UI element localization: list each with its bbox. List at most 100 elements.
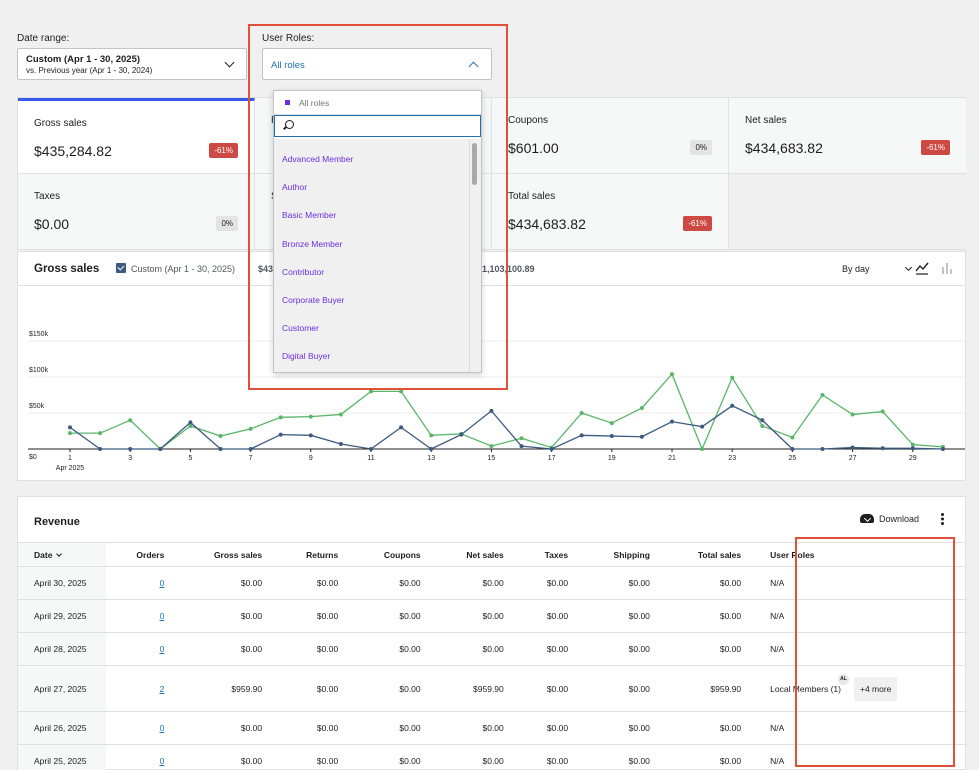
role-options-list[interactable]: Advanced Member Author Basic Member Bronze … xyxy=(274,139,481,372)
cell-date: April 30, 2025 xyxy=(18,566,106,600)
x-tick-label: 1 xyxy=(68,455,72,462)
x-tick-label: 7 xyxy=(249,455,253,462)
cell-returns: $0.00 xyxy=(274,665,351,712)
table-row: April 26, 2025 0 $0.00 $0.00 $0.00 $0.00 $0.00… xyxy=(18,711,965,745)
cell-net-sales: $0.00 xyxy=(432,566,516,600)
y-tick-label: $100k xyxy=(29,367,49,374)
role-search-input[interactable] xyxy=(299,119,475,133)
data-point xyxy=(338,412,343,417)
tile-label: Total sales xyxy=(508,191,556,202)
col-coupons[interactable]: Coupons xyxy=(350,542,433,567)
cell-coupons: $0.00 xyxy=(350,744,433,770)
gross-sales-chart-card: Gross sales Custom (Apr 1 - 30, 2025) $4… xyxy=(17,251,966,481)
y-tick-label: $50k xyxy=(29,403,45,410)
data-point xyxy=(730,403,735,408)
cell-returns: $0.00 xyxy=(274,711,351,745)
cell-gross-sales: $0.00 xyxy=(176,599,275,633)
user-roles-value: N/A xyxy=(770,723,785,733)
orders-link[interactable]: 0 xyxy=(159,578,165,588)
tile-label: Coupons xyxy=(508,115,549,126)
tile-value: $601.00 xyxy=(508,140,559,156)
orders-link[interactable]: 2 xyxy=(159,683,165,694)
tile-total-sales[interactable]: Total sales $434,683.82 -61% xyxy=(492,174,729,250)
data-point xyxy=(98,431,103,436)
user-roles-dropdown: All roles Advanced Member Author Basic Mem… xyxy=(273,90,482,373)
interval-select[interactable]: By day xyxy=(842,263,913,274)
role-option[interactable]: Advanced Member xyxy=(282,154,354,164)
data-point xyxy=(68,425,72,430)
col-gross-sales[interactable]: Gross sales xyxy=(176,542,275,567)
cell-coupons: $0.00 xyxy=(350,566,433,600)
user-roles-label: User Roles: xyxy=(262,33,315,44)
more-options-icon[interactable] xyxy=(941,513,944,516)
cell-total-sales: $0.00 xyxy=(661,599,754,633)
col-returns[interactable]: Returns xyxy=(274,542,351,567)
data-point xyxy=(248,447,253,451)
tile-taxes[interactable]: Taxes $0.00 0% xyxy=(18,174,255,250)
orders-link[interactable]: 0 xyxy=(159,723,165,733)
tile-coupons[interactable]: Coupons $601.00 0% xyxy=(492,98,729,174)
bar-chart-icon[interactable] xyxy=(940,261,954,275)
col-shipping[interactable]: Shipping xyxy=(580,542,662,567)
scrollbar-thumb[interactable] xyxy=(472,143,477,185)
cell-orders: 0 xyxy=(106,632,177,666)
cell-total-sales: $0.00 xyxy=(661,744,754,770)
orders-link[interactable]: 0 xyxy=(159,644,165,654)
user-roles-value: N/A xyxy=(770,644,785,654)
col-net-sales[interactable]: Net sales xyxy=(432,542,516,567)
role-option[interactable]: Author xyxy=(282,182,308,193)
role-option[interactable]: Bronze Member xyxy=(282,238,343,249)
x-tick-label: 23 xyxy=(728,455,736,462)
more-roles-button[interactable]: +4 more xyxy=(853,676,898,701)
cell-returns: $0.00 xyxy=(274,566,351,600)
role-option[interactable]: Corporate Buyer xyxy=(282,294,345,305)
cell-returns: $0.00 xyxy=(274,632,351,666)
orders-link[interactable]: 0 xyxy=(159,611,165,621)
data-point xyxy=(369,389,373,394)
user-roles-select[interactable]: All roles xyxy=(262,48,492,80)
date-range-select[interactable]: Custom (Apr 1 - 30, 2025) vs. Previous y… xyxy=(17,48,247,80)
orders-link[interactable]: 0 xyxy=(159,756,165,766)
chart-divider xyxy=(18,285,965,286)
cell-user-roles: Local Members (1) AL +4 more xyxy=(753,665,965,712)
avatar: AL xyxy=(837,673,849,685)
legend-total-previous: 1,103,100.89 xyxy=(482,264,535,274)
data-point xyxy=(910,442,915,447)
line-chart-icon[interactable] xyxy=(915,261,929,275)
tile-net-sales[interactable]: Net sales $434,683.82 -61% xyxy=(729,98,966,174)
selected-role-tag[interactable]: All roles xyxy=(274,91,481,115)
col-date[interactable]: Date xyxy=(18,542,106,567)
cell-net-sales: $0.00 xyxy=(432,711,516,745)
role-search-box[interactable] xyxy=(274,115,481,137)
tile-gross-sales[interactable]: Gross sales $435,284.82 -61% xyxy=(18,98,255,174)
data-point xyxy=(369,447,373,451)
cell-date: April 25, 2025 xyxy=(18,744,106,770)
cell-shipping: $0.00 xyxy=(580,599,662,633)
data-point xyxy=(670,419,674,424)
y-tick-label: $150k xyxy=(29,331,49,338)
cell-orders: 0 xyxy=(106,599,177,633)
data-point xyxy=(880,409,885,414)
data-point xyxy=(429,447,434,451)
data-point xyxy=(128,447,133,451)
col-total-sales[interactable]: Total sales xyxy=(661,542,754,567)
role-option[interactable]: Contributor xyxy=(282,266,325,277)
download-button[interactable]: Download xyxy=(860,514,919,524)
role-option[interactable]: Customer xyxy=(282,323,319,334)
col-orders[interactable]: Orders xyxy=(106,542,177,567)
data-point xyxy=(880,446,885,451)
delta-badge: -61% xyxy=(209,143,238,158)
table-header-row: Date Orders Gross sales Returns Coupons … xyxy=(18,542,965,567)
selected-role-text: All roles xyxy=(299,98,330,108)
data-point xyxy=(790,447,795,451)
col-taxes[interactable]: Taxes xyxy=(515,542,581,567)
cell-coupons: $0.00 xyxy=(350,599,433,633)
tag-marker xyxy=(285,100,290,105)
data-point xyxy=(158,447,163,451)
data-point xyxy=(910,446,915,451)
data-point xyxy=(549,447,554,451)
cell-net-sales: $0.00 xyxy=(432,599,516,633)
role-option[interactable]: Basic Member xyxy=(282,210,337,221)
legend-checkbox[interactable] xyxy=(116,263,126,273)
role-option[interactable]: Digital Buyer xyxy=(282,351,331,362)
